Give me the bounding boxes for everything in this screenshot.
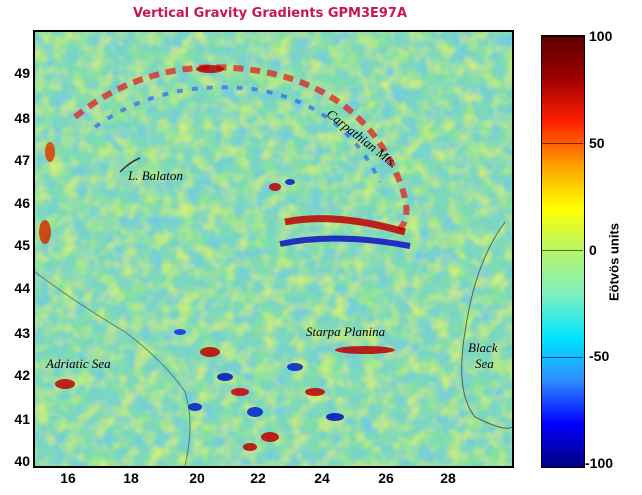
label-lake-balaton: L. Balaton [128, 168, 183, 183]
balkan-anomalies [39, 65, 395, 451]
carpathian-arc-inner [93, 85, 382, 183]
adriatic-coast [35, 271, 191, 466]
colorbar [541, 35, 585, 468]
balaton-outline [119, 157, 141, 173]
chart-title: Vertical Gravity Gradients GPM3E97A [132, 6, 408, 21]
colorbar-tick-neg100: -100 [585, 455, 614, 471]
label-black-sea-line2: Sea [475, 356, 494, 371]
anomaly-blue-band [279, 235, 411, 249]
label-starpa-planina: Starpa Planina [306, 324, 386, 339]
x-tick-16: 16 [60, 470, 76, 486]
y-tick-43: 43 [14, 325, 30, 341]
black-sea-coast [461, 221, 512, 429]
y-tick-48: 48 [14, 110, 30, 126]
colorbar-tick-50: 50 [589, 135, 605, 151]
yellow-mottle [35, 32, 512, 466]
colorbar-line [541, 36, 583, 37]
colorbar-line [541, 250, 583, 251]
label-adriatic-sea: Adriatic Sea [46, 356, 111, 371]
y-tick-47: 47 [14, 152, 30, 168]
colorbar-label: Eötvös units [606, 222, 622, 302]
y-tick-45: 45 [14, 237, 30, 253]
colorbar-line [541, 357, 583, 358]
x-tick-24: 24 [314, 470, 330, 486]
y-tick-41: 41 [14, 411, 30, 427]
anomaly-red-band [284, 215, 406, 236]
colorbar-tick-0: 0 [589, 242, 597, 258]
x-tick-26: 26 [378, 470, 394, 486]
colorbar-tick-100: 100 [589, 28, 613, 44]
x-tick-28: 28 [440, 470, 456, 486]
label-black-sea-line1: Black [468, 340, 498, 355]
y-tick-46: 46 [14, 195, 30, 211]
colorbar-tick-neg50: -50 [589, 348, 610, 364]
x-tick-20: 20 [189, 470, 205, 486]
colorbar-line [541, 143, 583, 144]
y-tick-42: 42 [14, 367, 30, 383]
x-tick-18: 18 [123, 470, 139, 486]
y-tick-49: 49 [14, 65, 30, 81]
y-tick-44: 44 [14, 280, 30, 296]
x-tick-22: 22 [250, 470, 266, 486]
y-tick-40: 40 [14, 453, 30, 469]
gravity-gradient-map [33, 30, 514, 468]
